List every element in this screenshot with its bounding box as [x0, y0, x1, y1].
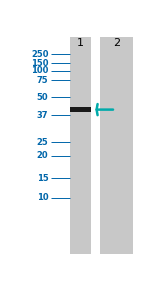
Text: 2: 2	[113, 38, 120, 48]
Bar	[70, 38, 91, 254]
Bar	[91, 38, 100, 254]
Text: 100: 100	[31, 66, 48, 75]
Text: 37: 37	[37, 111, 48, 120]
Bar	[100, 38, 133, 254]
Bar	[70, 107, 91, 112]
Text: 20: 20	[37, 151, 48, 160]
Text: 150: 150	[31, 59, 48, 68]
Text: 50: 50	[37, 93, 48, 102]
Text: 1: 1	[77, 38, 84, 48]
Text: 75: 75	[37, 76, 48, 85]
Text: 250: 250	[31, 50, 48, 59]
Text: 25: 25	[37, 138, 48, 147]
Text: 15: 15	[37, 174, 48, 183]
Text: 10: 10	[37, 193, 48, 202]
